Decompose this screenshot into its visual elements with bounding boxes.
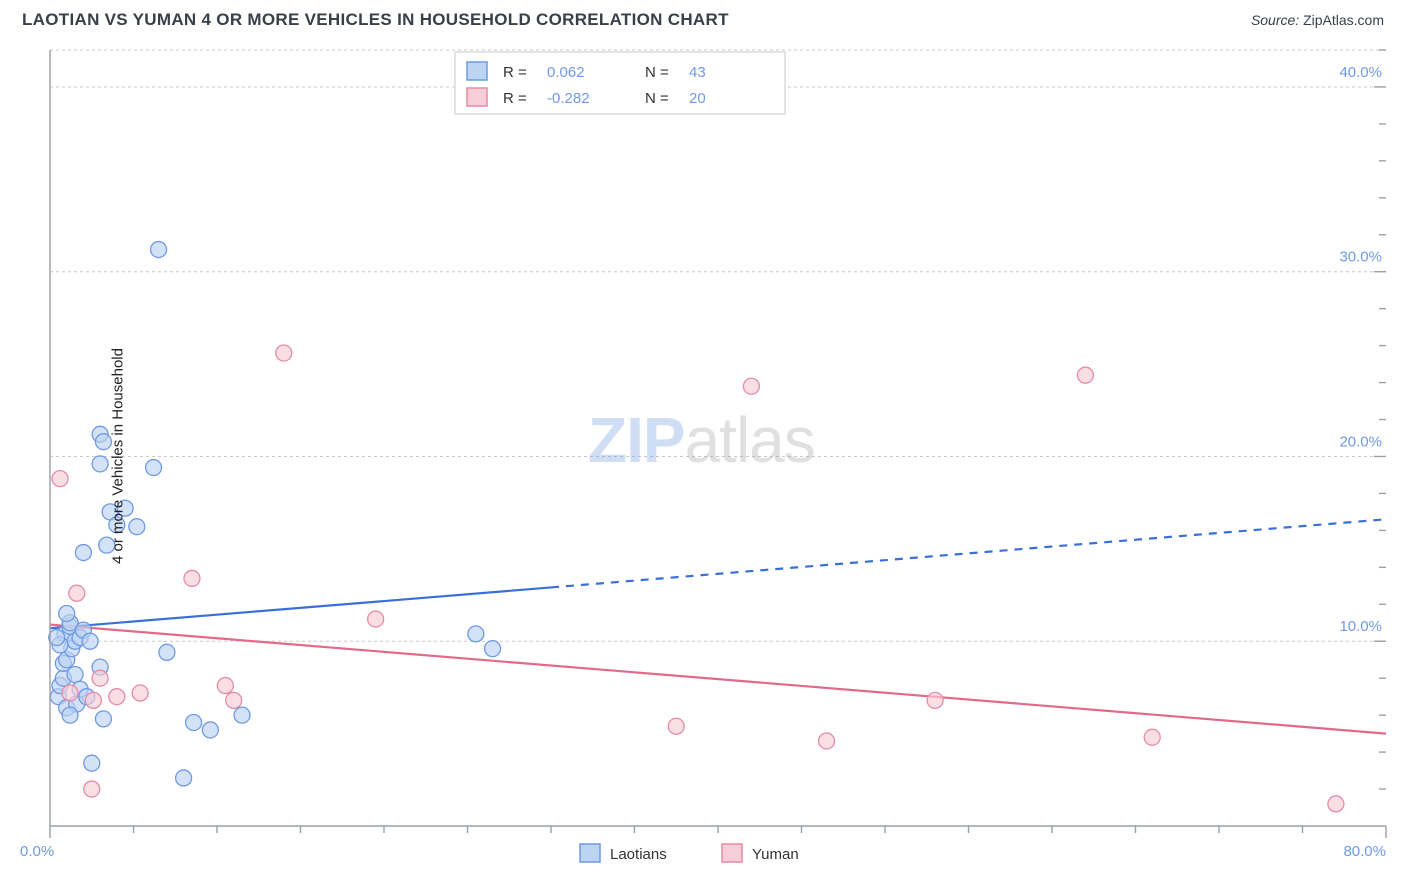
svg-text:40.0%: 40.0% <box>1339 64 1382 81</box>
correlation-chart: ZIPatlas 10.0% 20.0% 30.0% 40.0% 0.0% 80.0% R =… <box>0 36 1406 876</box>
svg-text:ZIPatlas: ZIPatlas <box>588 404 815 476</box>
svg-text:R =: R = <box>503 64 527 81</box>
source-attribution: Source: ZipAtlas.com <box>1251 12 1384 28</box>
svg-text:N =: N = <box>645 90 669 107</box>
chart-title: LAOTIAN VS YUMAN 4 OR MORE VEHICLES IN H… <box>22 10 729 30</box>
svg-text:Laotians: Laotians <box>610 846 667 863</box>
svg-text:Yuman: Yuman <box>752 846 799 863</box>
y-axis-label: 4 or more Vehicles in Household <box>109 348 126 564</box>
source-prefix: Source: <box>1251 12 1303 28</box>
svg-text:20: 20 <box>689 90 706 107</box>
svg-text:30.0%: 30.0% <box>1339 249 1382 266</box>
svg-text:R =: R = <box>503 90 527 107</box>
svg-text:-0.282: -0.282 <box>547 90 590 107</box>
svg-text:N =: N = <box>645 64 669 81</box>
svg-text:43: 43 <box>689 64 706 81</box>
svg-text:20.0%: 20.0% <box>1339 433 1382 450</box>
svg-text:10.0%: 10.0% <box>1339 618 1382 635</box>
source-name: ZipAtlas.com <box>1303 12 1384 28</box>
svg-text:0.062: 0.062 <box>547 64 585 81</box>
svg-text:80.0%: 80.0% <box>1343 843 1386 860</box>
svg-text:0.0%: 0.0% <box>20 843 54 860</box>
